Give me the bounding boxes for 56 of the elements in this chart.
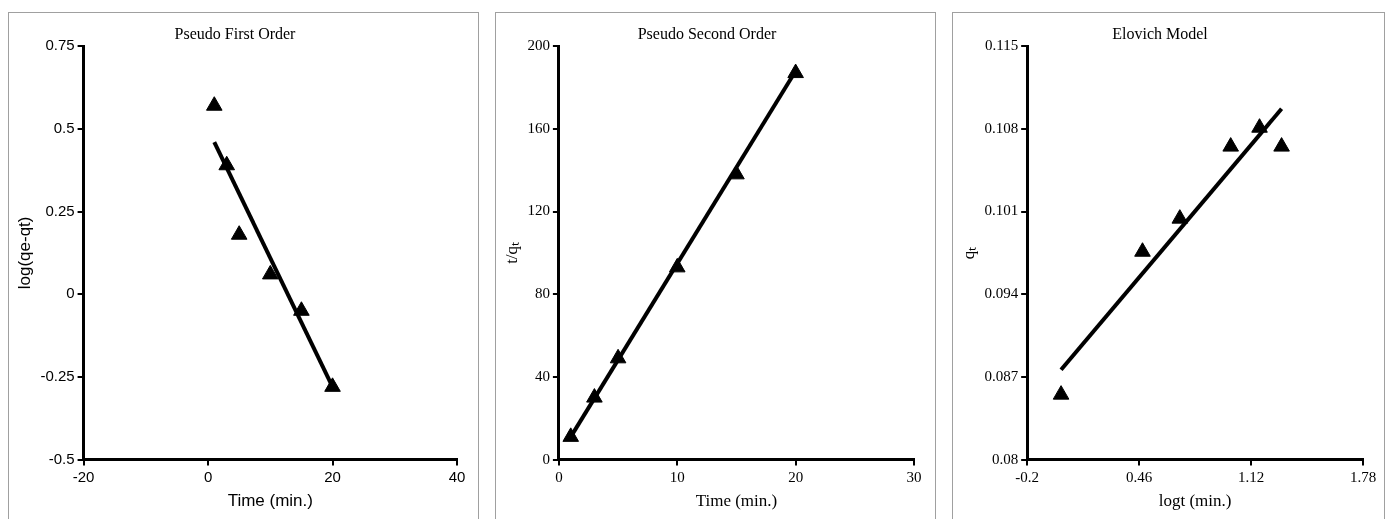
y-tick-label: 0.108 <box>984 119 1019 136</box>
point <box>562 427 579 442</box>
point <box>1251 118 1268 133</box>
y-tick-label: 0.094 <box>984 285 1019 302</box>
point <box>1052 385 1070 400</box>
x-axis-title: Time (min.) <box>227 491 313 511</box>
x-tick-label: -0.2 <box>1015 468 1039 485</box>
y-tick-label: 0.5 <box>53 119 75 137</box>
y-tick-label: 0.25 <box>45 201 75 219</box>
point <box>262 264 279 280</box>
x-tick-label: 30 <box>906 468 922 485</box>
y-axis-title: log(qe-qt) <box>14 216 34 290</box>
x-axis-title: Time (min.) <box>695 491 778 511</box>
x-tick-label: 20 <box>324 467 341 485</box>
x-tick-label: -20 <box>72 467 95 485</box>
point <box>1171 209 1189 224</box>
chart-title: Pseudo First Order <box>174 24 297 42</box>
y-tick-label: 40 <box>534 367 550 384</box>
point <box>205 96 223 111</box>
y-tick-label: -0.5 <box>48 449 75 467</box>
point <box>1134 242 1151 257</box>
point <box>1273 137 1290 152</box>
y-axis-title: qₜ <box>958 246 978 260</box>
x-tick-label: 0 <box>203 467 213 485</box>
x-tick-label: 0 <box>555 468 563 485</box>
y-tick-label: -0.25 <box>40 367 75 385</box>
y-tick-label: 0.101 <box>984 202 1019 219</box>
x-tick-label: 1.12 <box>1237 468 1265 485</box>
chart-title: Pseudo Second Order <box>637 24 777 42</box>
point <box>609 348 627 364</box>
y-tick-label: 0 <box>542 450 550 467</box>
point <box>1222 137 1239 152</box>
point <box>787 63 804 79</box>
point <box>230 225 248 240</box>
point <box>218 155 236 171</box>
y-tick-label: 0.08 <box>991 450 1019 467</box>
x-tick-label: 10 <box>669 468 685 485</box>
y-tick-label: 120 <box>527 202 550 219</box>
x-tick-label: 40 <box>448 467 466 485</box>
y-tick-label: 0.087 <box>984 367 1019 384</box>
point <box>293 301 310 316</box>
y-tick-label: 80 <box>534 285 550 302</box>
y-tick-label: 0.75 <box>45 36 75 54</box>
chart-title: Elovich Model <box>1112 24 1209 42</box>
x-axis-title: logt (min.) <box>1158 491 1232 511</box>
point <box>668 257 686 273</box>
x-tick-label: 0.46 <box>1125 468 1153 485</box>
point <box>586 388 603 403</box>
y-tick-label: 160 <box>527 119 550 136</box>
point <box>324 377 341 392</box>
y-tick-label: 0.115 <box>984 37 1019 54</box>
x-tick-label: 20 <box>788 468 804 485</box>
x-tick-label: 1.78 <box>1349 468 1377 485</box>
y-tick-label: 0 <box>66 284 75 302</box>
y-tick-label: 200 <box>527 37 550 54</box>
y-axis-title: t/qₜ <box>501 241 521 264</box>
